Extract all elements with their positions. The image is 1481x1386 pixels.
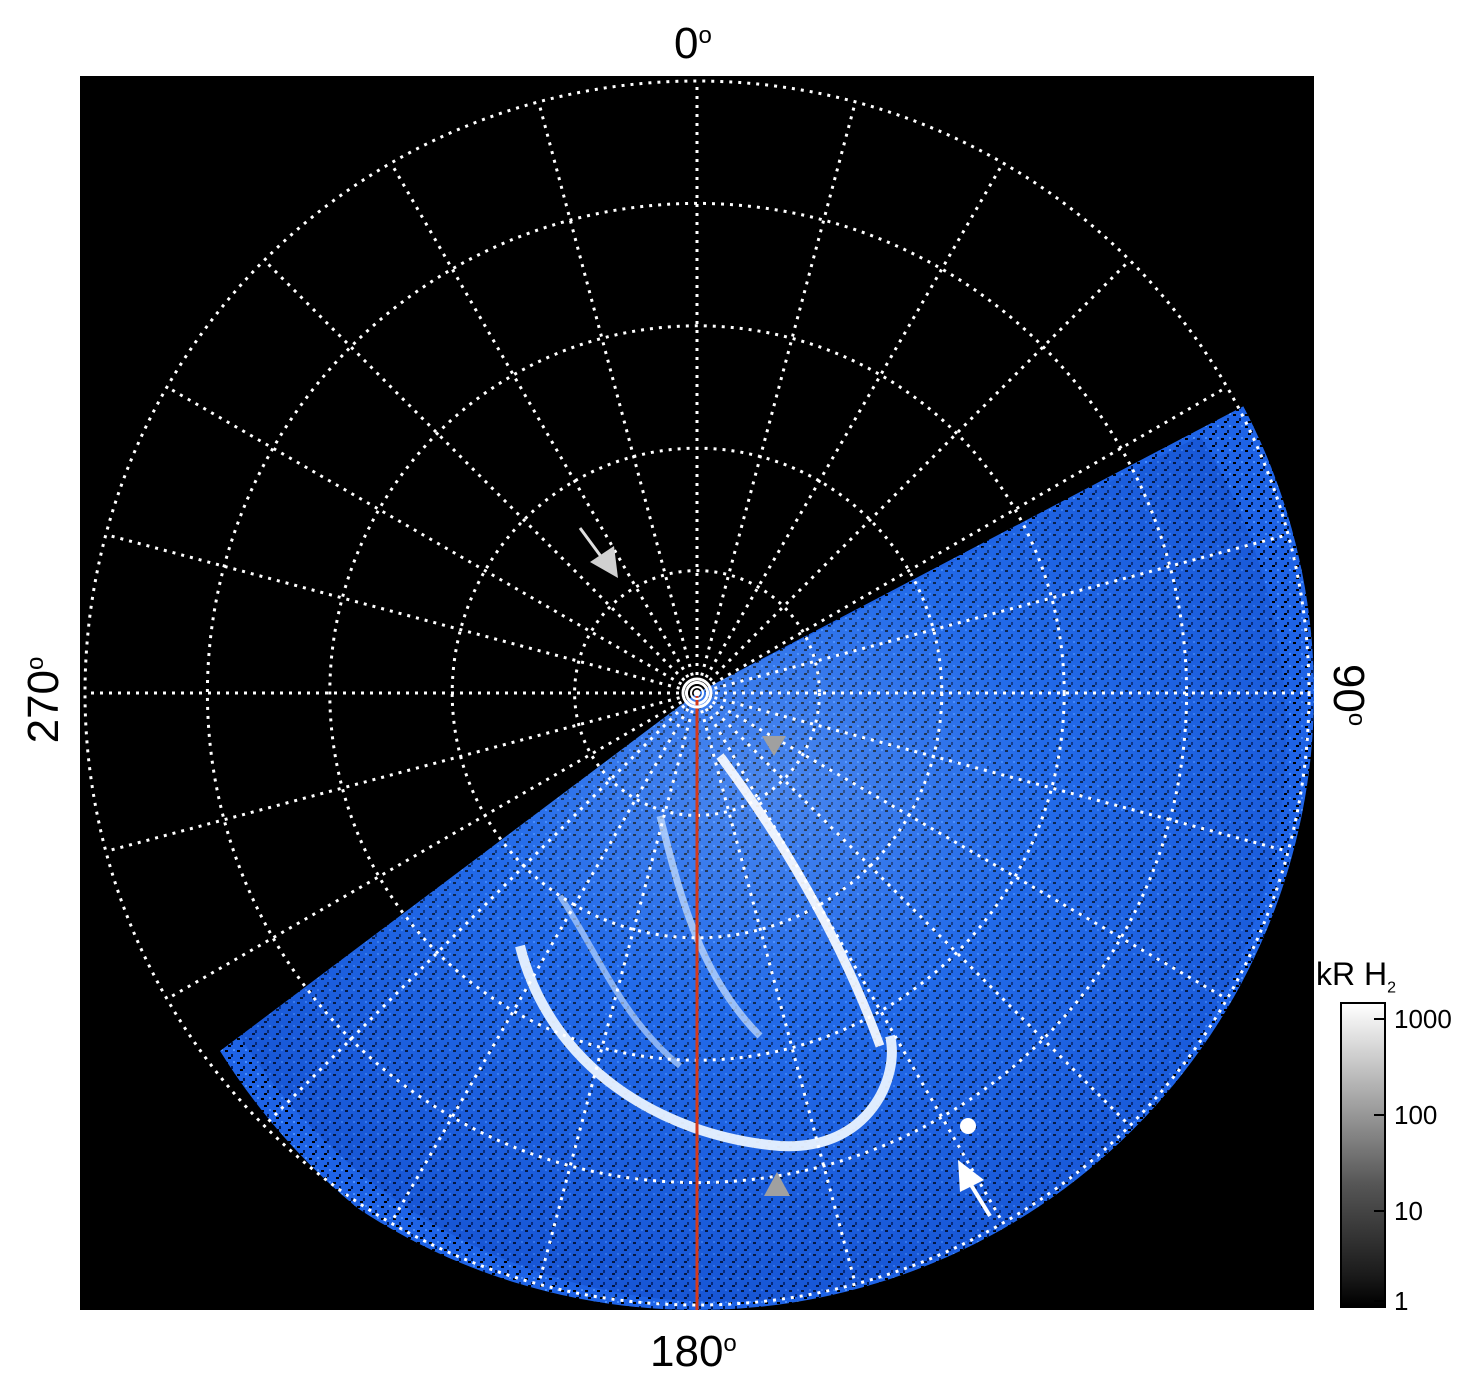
- label-0-deg: 0o: [674, 19, 712, 68]
- pole-marker-outer: [681, 677, 713, 709]
- grid-ring: [83, 79, 1311, 1307]
- grid-meridian: [696, 691, 1289, 853]
- grid-meridian: [389, 692, 699, 1224]
- polar-map: [83, 79, 1314, 1310]
- triangle-marker-lower: [764, 1172, 790, 1196]
- grid-ring: [205, 201, 1189, 1185]
- grid-meridian: [537, 692, 699, 1285]
- aurora-spot: [960, 1118, 976, 1134]
- grid-meridian: [263, 259, 699, 695]
- colorbar-title: kR H2: [1316, 956, 1397, 997]
- grid-meridian: [105, 691, 698, 853]
- colorbar-tick-label: 10: [1394, 1196, 1423, 1226]
- colorbar-tick-label: 100: [1394, 1100, 1438, 1130]
- arrow-lower-right: [958, 1160, 992, 1218]
- observed-region-glow: [240, 436, 1286, 1302]
- grid-meridian: [695, 691, 1131, 1127]
- aurora-arc-3: [557, 894, 682, 1069]
- grid-meridian: [695, 101, 857, 694]
- grid-meridian: [695, 162, 1005, 694]
- grid-meridian: [695, 692, 1005, 1224]
- grid-meridian: [105, 533, 698, 695]
- grid-meridian: [166, 385, 698, 695]
- grid-meridian: [389, 162, 699, 694]
- aurora-main-oval: [515, 944, 897, 1152]
- label-90-deg: 90o: [1324, 663, 1373, 727]
- grid-ring: [573, 569, 821, 817]
- arrow-upper-left: [578, 527, 618, 578]
- triangle-marker-upper: [762, 736, 786, 756]
- colorbar-tickmark: [1374, 1114, 1386, 1116]
- grid-meridian: [537, 101, 699, 694]
- label-270-deg: 270o: [19, 656, 68, 744]
- grid-meridian: [696, 385, 1228, 695]
- colorbar-tickmark: [1374, 1210, 1386, 1212]
- grid-meridian: [696, 533, 1289, 695]
- colorbar: [1340, 1002, 1386, 1308]
- aurora-inner-arc: [716, 753, 885, 1048]
- colorbar-tick-label: 1: [1394, 1286, 1409, 1316]
- aurora-arc-2: [656, 815, 763, 1039]
- grid-meridian: [695, 692, 857, 1285]
- pole-marker-inner: [690, 686, 704, 700]
- polar-projection-image: [80, 76, 1314, 1310]
- grid-meridian: [166, 691, 698, 1001]
- label-180-deg: 180o: [650, 1327, 737, 1376]
- grid-meridian: [695, 259, 1131, 695]
- colorbar-tick-label: 1000: [1394, 1004, 1452, 1034]
- colorbar-tickmark: [1374, 1018, 1386, 1020]
- colorbar-tickmark: [1374, 1300, 1386, 1302]
- grid-meridian: [263, 691, 699, 1127]
- grid-meridian: [696, 691, 1228, 1001]
